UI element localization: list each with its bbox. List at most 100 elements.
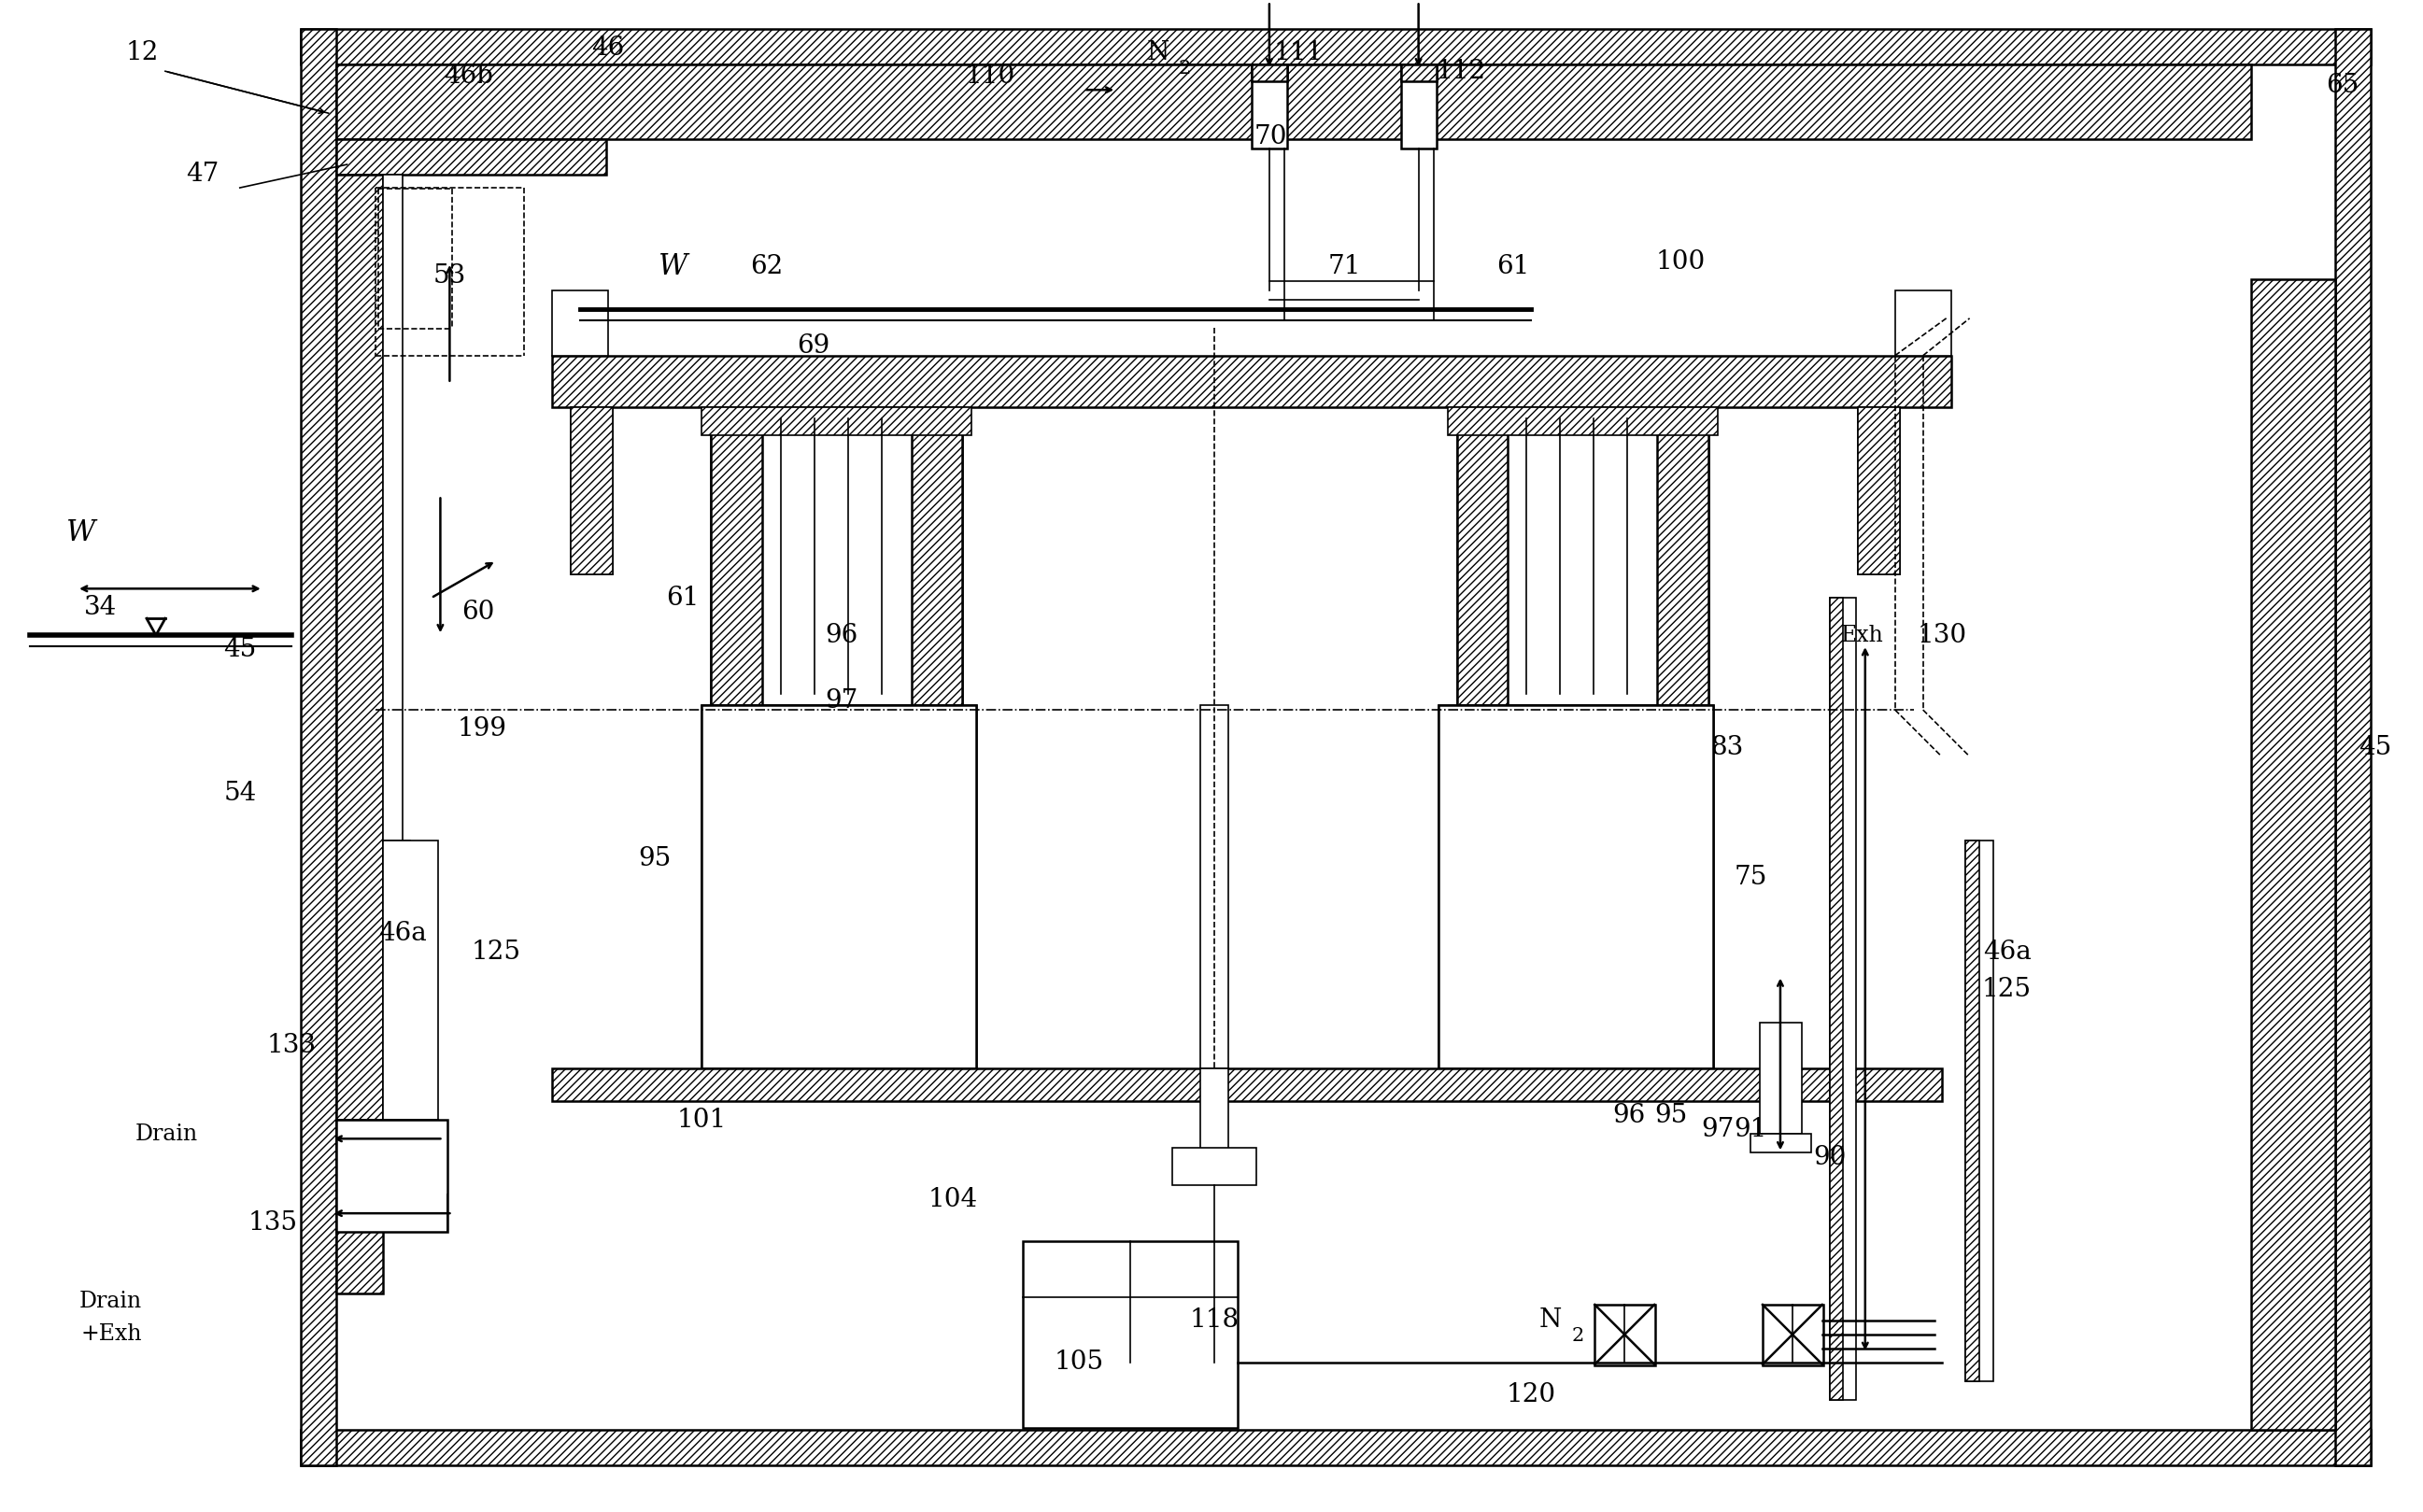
Text: 133: 133 xyxy=(267,1033,315,1058)
Bar xyxy=(1829,597,1856,1400)
Text: 54: 54 xyxy=(223,782,257,806)
Bar xyxy=(710,407,962,705)
Text: 60: 60 xyxy=(460,599,494,624)
Text: N: N xyxy=(1539,1308,1560,1334)
Bar xyxy=(300,29,2370,65)
Bar xyxy=(337,1120,439,1157)
Text: 125: 125 xyxy=(1982,977,2030,1002)
Text: W: W xyxy=(659,253,688,281)
Bar xyxy=(1965,841,1980,1380)
Text: 12: 12 xyxy=(126,39,157,65)
Bar xyxy=(1173,1148,1255,1185)
Text: 118: 118 xyxy=(1190,1308,1238,1334)
Text: 53: 53 xyxy=(434,263,465,289)
Text: 96: 96 xyxy=(824,623,858,647)
Text: 97: 97 xyxy=(1701,1117,1735,1142)
Bar xyxy=(1400,65,1437,82)
Bar xyxy=(1253,65,1287,148)
Bar xyxy=(2251,280,2336,1429)
Bar xyxy=(1199,1069,1228,1157)
Text: 199: 199 xyxy=(458,715,506,741)
Text: 45: 45 xyxy=(223,637,257,662)
Text: Drain: Drain xyxy=(80,1291,143,1312)
Bar xyxy=(700,705,976,1069)
Text: 95: 95 xyxy=(1655,1102,1689,1128)
Bar xyxy=(337,65,2251,139)
Text: Exh: Exh xyxy=(1841,624,1883,646)
Bar xyxy=(552,355,1951,407)
Text: 120: 120 xyxy=(1507,1382,1556,1408)
Text: 112: 112 xyxy=(1437,59,1485,83)
Bar xyxy=(383,175,402,968)
Text: N: N xyxy=(1146,39,1170,65)
Bar xyxy=(300,1429,2370,1465)
Bar xyxy=(1594,1305,1655,1365)
Text: Drain: Drain xyxy=(136,1123,199,1145)
Bar xyxy=(1762,1305,1822,1365)
Bar xyxy=(552,290,608,355)
Bar xyxy=(337,175,383,1293)
Text: 90: 90 xyxy=(1812,1145,1846,1170)
Text: 62: 62 xyxy=(751,254,783,280)
Bar xyxy=(337,1194,448,1232)
Text: W: W xyxy=(68,519,97,547)
Text: 46a: 46a xyxy=(378,921,426,947)
Text: 110: 110 xyxy=(967,64,1015,89)
Text: 96: 96 xyxy=(1614,1102,1645,1128)
Bar xyxy=(1965,841,1992,1380)
Bar xyxy=(700,705,976,1069)
Bar xyxy=(1759,1022,1803,1134)
Text: 45: 45 xyxy=(2358,735,2392,759)
Bar xyxy=(383,841,409,1120)
Bar xyxy=(1023,1241,1238,1427)
Text: 130: 130 xyxy=(1917,623,1967,647)
Text: +Exh: +Exh xyxy=(80,1325,143,1346)
Text: 34: 34 xyxy=(82,594,116,620)
Text: 104: 104 xyxy=(928,1187,979,1213)
Text: 65: 65 xyxy=(2326,73,2360,98)
Bar xyxy=(1199,705,1228,1069)
Bar xyxy=(1447,407,1718,435)
Bar xyxy=(1895,290,1951,355)
Text: 75: 75 xyxy=(1735,865,1766,891)
Bar xyxy=(1749,1134,1810,1152)
Text: 111: 111 xyxy=(1274,39,1323,65)
Text: 47: 47 xyxy=(187,162,218,186)
Bar xyxy=(383,841,439,1120)
Bar xyxy=(1657,407,1708,705)
Bar xyxy=(1439,705,1713,1069)
Text: 46: 46 xyxy=(591,35,625,60)
Bar xyxy=(1253,65,1287,82)
Bar xyxy=(710,407,763,705)
Text: 91: 91 xyxy=(1735,1117,1766,1142)
Bar xyxy=(1858,407,1900,575)
Bar xyxy=(1439,705,1713,1069)
Bar xyxy=(300,29,337,1465)
Bar xyxy=(572,407,613,575)
Text: 125: 125 xyxy=(472,939,521,965)
Text: 2: 2 xyxy=(1573,1328,1585,1346)
Bar xyxy=(1858,407,1900,575)
Bar xyxy=(572,407,613,575)
Bar xyxy=(337,139,606,175)
Text: 101: 101 xyxy=(676,1107,727,1132)
Bar xyxy=(1456,407,1708,705)
Text: 71: 71 xyxy=(1328,254,1362,280)
Bar xyxy=(337,1194,448,1232)
Text: 46a: 46a xyxy=(1982,939,2030,965)
Text: 2: 2 xyxy=(1178,59,1190,77)
Bar xyxy=(700,407,972,435)
Text: 97: 97 xyxy=(824,688,858,714)
Bar xyxy=(1456,407,1507,705)
Text: 105: 105 xyxy=(1054,1350,1105,1374)
Text: 61: 61 xyxy=(1495,254,1529,280)
Text: 95: 95 xyxy=(637,847,671,871)
Bar xyxy=(1400,65,1437,148)
Text: 46b: 46b xyxy=(443,64,492,89)
Bar xyxy=(911,407,962,705)
Text: 83: 83 xyxy=(1711,735,1745,759)
Bar xyxy=(552,1069,1941,1101)
Text: 135: 135 xyxy=(247,1210,298,1235)
Text: 69: 69 xyxy=(797,334,829,358)
Text: 100: 100 xyxy=(1655,249,1706,275)
